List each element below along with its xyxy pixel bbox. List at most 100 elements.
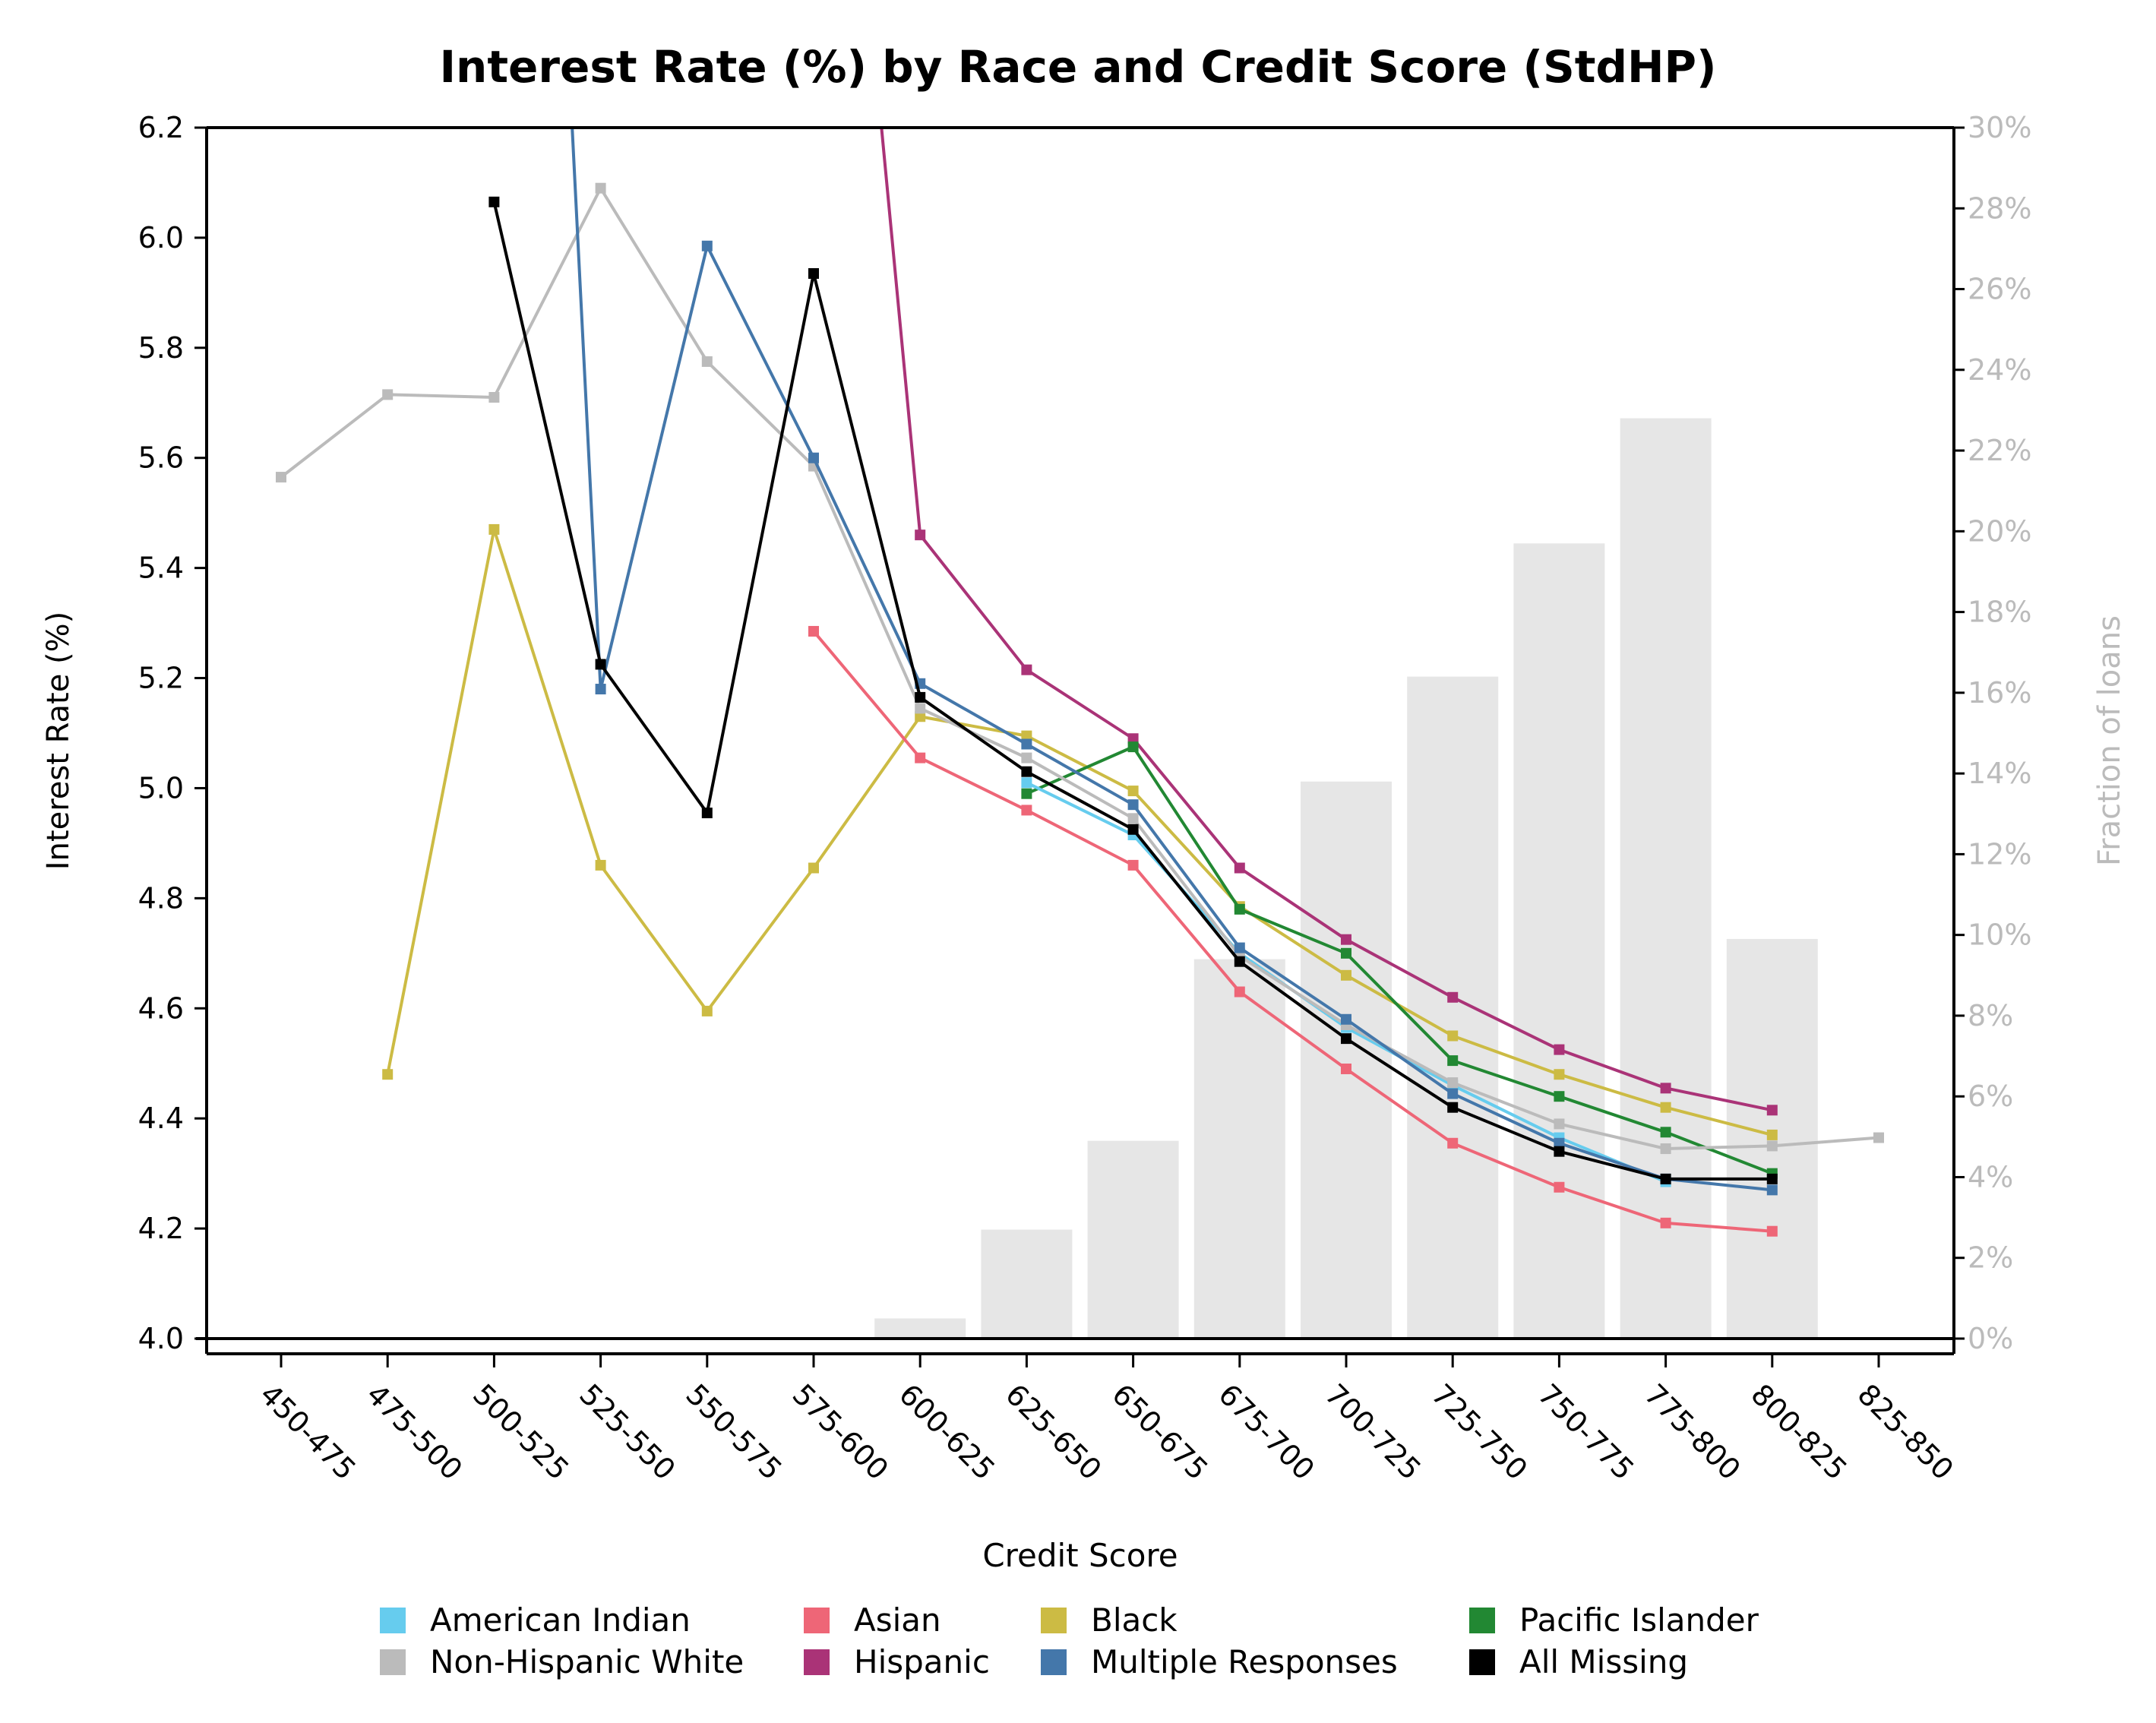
legend-item: Hispanic xyxy=(804,1643,990,1680)
data-point xyxy=(1234,903,1245,915)
y-axis-label: Interest Rate (%) xyxy=(41,612,76,871)
data-point xyxy=(1447,1102,1459,1113)
x-tick-label: 700-725 xyxy=(1319,1377,1427,1486)
x-tick-label: 600-625 xyxy=(893,1377,1001,1486)
data-point xyxy=(1021,766,1032,777)
x-tick-label: 750-775 xyxy=(1532,1377,1640,1486)
data-point xyxy=(1341,1033,1351,1045)
data-point xyxy=(1021,788,1032,799)
y2-tick-label: 30% xyxy=(1968,111,2031,144)
data-point xyxy=(915,711,926,722)
x-tick-label: 650-675 xyxy=(1105,1377,1214,1486)
legend-swatch xyxy=(804,1649,830,1675)
y-tick-label: 4.0 xyxy=(138,1322,184,1355)
fraction-bar xyxy=(1620,418,1712,1339)
fraction-bar xyxy=(1193,959,1285,1339)
y2-tick-label: 26% xyxy=(1968,273,2031,306)
y-tick-label: 6.0 xyxy=(138,221,184,254)
fraction-bar xyxy=(1301,781,1392,1339)
data-point xyxy=(1766,1184,1778,1196)
series-line xyxy=(386,527,1773,1137)
y2-tick-label: 28% xyxy=(1968,191,2031,225)
y-tick-label: 4.4 xyxy=(138,1102,184,1135)
y-tick-label: 5.4 xyxy=(138,552,184,585)
data-point xyxy=(1447,1137,1459,1149)
y2-tick-label: 10% xyxy=(1968,918,2031,952)
series-line xyxy=(1026,745,1773,1175)
x-tick-label: 500-525 xyxy=(466,1377,575,1486)
data-point xyxy=(1660,1127,1671,1138)
y-tick-label: 5.2 xyxy=(138,662,184,695)
data-point xyxy=(808,862,819,874)
data-point xyxy=(701,808,713,819)
y-tick-label: 4.2 xyxy=(138,1212,184,1245)
x-tick-label: 450-475 xyxy=(254,1377,362,1486)
data-point xyxy=(701,1005,713,1016)
legend-swatch xyxy=(804,1608,830,1633)
data-point xyxy=(1766,1225,1778,1237)
data-point xyxy=(1660,1173,1671,1184)
data-point xyxy=(808,625,819,637)
fraction-bar xyxy=(874,1318,966,1339)
fraction-bar xyxy=(1407,676,1499,1339)
data-point xyxy=(1873,1132,1884,1143)
data-point xyxy=(1021,805,1032,816)
data-point xyxy=(1554,1069,1565,1080)
fraction-bar xyxy=(1087,1140,1179,1339)
data-point xyxy=(1127,741,1139,753)
data-point xyxy=(1447,1088,1459,1099)
data-point xyxy=(1234,862,1245,874)
x-tick-label: 775-800 xyxy=(1638,1377,1747,1486)
x-tick-label: 525-550 xyxy=(573,1377,681,1486)
data-point xyxy=(915,530,926,541)
x-tick-label: 825-850 xyxy=(1851,1377,1960,1486)
legend-label: Asian xyxy=(854,1601,941,1639)
legend-label: Hispanic xyxy=(854,1643,990,1680)
data-point xyxy=(1127,799,1139,811)
data-point xyxy=(1341,947,1351,959)
y-tick-label: 5.0 xyxy=(138,771,184,805)
data-point xyxy=(1554,1091,1565,1102)
data-point xyxy=(1127,813,1139,824)
data-point xyxy=(1341,934,1351,945)
data-point xyxy=(1021,664,1032,675)
y2-tick-label: 12% xyxy=(1968,837,2031,871)
legend-item: Pacific Islander xyxy=(1469,1601,1759,1639)
data-point xyxy=(915,752,926,763)
legend-item: Black xyxy=(1041,1601,1178,1639)
legend-swatch xyxy=(380,1649,406,1675)
x-tick-label: 550-575 xyxy=(679,1377,788,1486)
series-line xyxy=(280,186,1879,1151)
data-point xyxy=(382,389,394,400)
data-point xyxy=(1554,1118,1565,1130)
data-point xyxy=(595,659,606,670)
series-non-hispanic-white xyxy=(276,182,1884,1155)
y2-tick-label: 8% xyxy=(1968,999,2013,1032)
series-layer xyxy=(276,128,1884,1237)
data-point xyxy=(1660,1143,1671,1155)
y2-tick-label: 4% xyxy=(1968,1160,2013,1193)
series-hispanic xyxy=(880,128,1778,1116)
data-point xyxy=(1447,1030,1459,1042)
data-point xyxy=(488,392,500,403)
series-line xyxy=(812,630,1772,1233)
series-all-missing xyxy=(488,196,1778,1184)
legend: American Indian Asian Black Pacific Islande… xyxy=(380,1601,1759,1680)
data-point xyxy=(1766,1105,1778,1116)
legend-item: Asian xyxy=(804,1601,941,1639)
y2-tick-label: 0% xyxy=(1968,1322,2013,1355)
legend-swatch xyxy=(1469,1608,1495,1633)
data-point xyxy=(1660,1217,1671,1228)
x-tick-label: 575-600 xyxy=(786,1377,895,1486)
y-tick-label: 6.2 xyxy=(138,111,184,144)
data-point xyxy=(276,472,286,483)
legend-swatch xyxy=(1041,1649,1067,1675)
legend-item: Non-Hispanic White xyxy=(380,1643,744,1680)
data-point xyxy=(595,859,606,871)
series-line xyxy=(880,128,1773,1112)
chart-title: Interest Rate (%) by Race and Credit Sco… xyxy=(439,41,1716,93)
legend-label: Black xyxy=(1091,1601,1178,1639)
data-point xyxy=(1234,956,1245,967)
data-point xyxy=(1341,1063,1351,1074)
series-asian xyxy=(808,625,1778,1237)
